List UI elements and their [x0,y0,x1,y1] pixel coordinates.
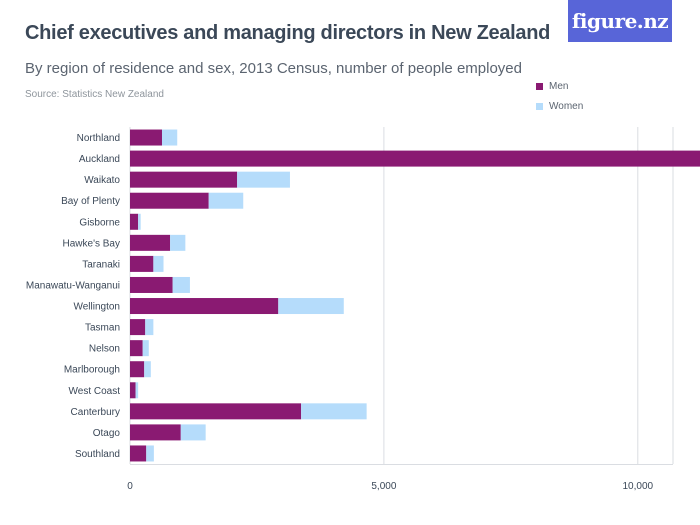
category-label: Manawatu-Wanganui [26,280,120,291]
x-tick-label: 5,000 [371,481,396,492]
bar-men [130,234,171,251]
bar-women [278,298,344,315]
bar-men [130,424,181,441]
bar-women [161,129,178,146]
bar-women [135,382,139,399]
category-label: Auckland [79,154,120,165]
bar-women [208,192,244,209]
legend-item-women: Women [536,96,583,116]
bar-women [180,424,206,441]
bar-women [153,255,164,272]
category-label: Northland [77,133,120,144]
category-label: Otago [93,428,121,439]
bar-men [130,213,139,230]
bar-women [142,340,149,357]
x-tick-label: 10,000 [623,481,654,492]
bar-men [130,276,173,293]
bar-women [144,361,151,378]
bar-men [130,445,147,462]
bar-men [130,382,136,399]
bar-men [130,255,154,272]
bar-men [130,403,302,420]
category-label: Waikato [84,175,120,186]
legend-label-men: Men [549,80,569,92]
bar-men [130,192,209,209]
bar-men [130,129,162,146]
bar-women [172,276,190,293]
category-label: Nelson [89,344,120,355]
legend-swatch-women [536,102,543,110]
bar-layer [130,129,700,462]
category-label: Gisborne [79,217,120,228]
bar-men [130,171,238,188]
bar-men [130,340,143,357]
bar-women [145,319,154,336]
label-layer: 05,00010,00015,000NorthlandAucklandWaika… [26,133,654,492]
bar-women [138,213,141,230]
category-label: West Coast [69,386,121,397]
legend-item-men: Men [536,76,583,96]
chart-source: Source: Statistics New Zealand [25,89,164,100]
bar-men [130,298,279,315]
category-label: Southland [75,449,120,460]
category-label: Hawke's Bay [63,238,121,249]
category-label: Tasman [85,323,120,334]
bar-women [146,445,154,462]
bar-women [237,171,290,188]
bar-men [130,319,146,336]
category-label: Wellington [73,302,120,313]
category-label: Canterbury [71,407,120,418]
legend-swatch-men [536,82,543,90]
legend-label-women: Women [549,100,584,112]
figure-nz-logo[interactable]: figure.nz [568,0,672,42]
x-tick-label: 0 [127,481,133,492]
chart-title: Chief executives and managing directors … [25,22,551,44]
chart-subtitle: By region of residence and sex, 2013 Cen… [25,60,522,77]
bar-men [130,361,145,378]
category-label: Marlborough [64,365,120,376]
chart-legend: Men Women [536,76,583,116]
category-label: Bay of Plenty [61,196,120,207]
bar-women [301,403,367,420]
category-label: Taranaki [82,259,120,270]
bar-women [170,234,186,251]
bar-men [130,150,700,167]
